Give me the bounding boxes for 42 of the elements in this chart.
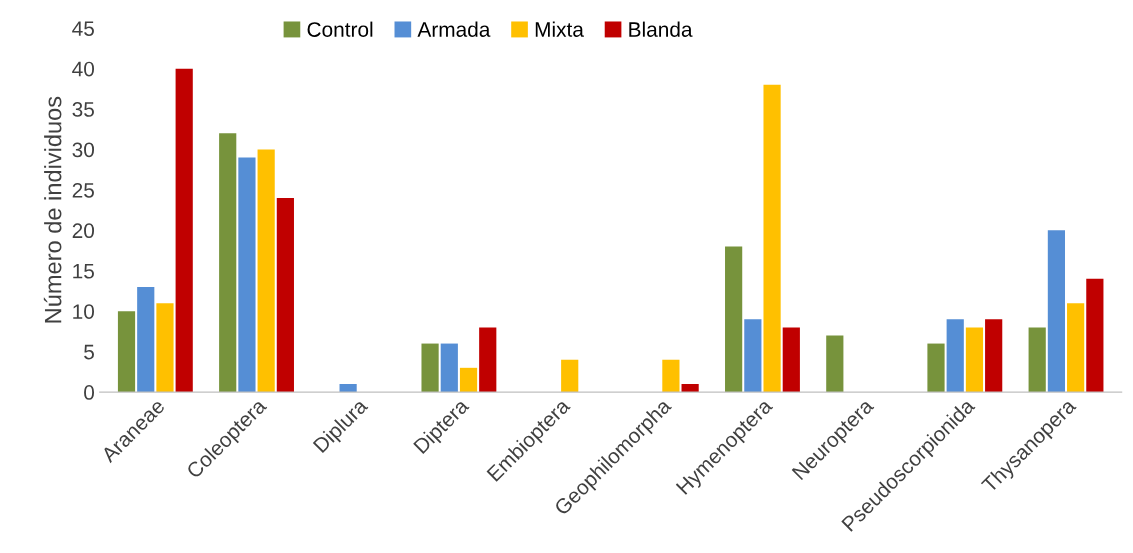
y-tick-label: 30: [72, 142, 95, 158]
y-tick-label: 10: [73, 304, 95, 319]
bar: [1067, 303, 1085, 393]
legend-label: Control: [307, 21, 373, 37]
bar: [238, 157, 256, 393]
y-axis-title: Número de individuos: [43, 96, 62, 323]
y-tick-label: 35: [72, 102, 94, 117]
bar: [1028, 327, 1046, 393]
y-tick-label: 45: [72, 21, 94, 36]
y-tick-label: 15: [73, 264, 94, 279]
bar: [725, 246, 743, 393]
bar: [985, 319, 1003, 393]
bar: [927, 343, 945, 393]
y-tick-label: 0: [84, 385, 95, 400]
y-tick-label: 25: [72, 182, 94, 198]
bar: [1086, 278, 1104, 393]
bar: [782, 327, 800, 393]
y-tick-label: 20: [72, 223, 95, 239]
bar: [257, 149, 275, 393]
y-tick-label: 40: [72, 61, 95, 77]
bar: [744, 319, 762, 393]
bar: [276, 198, 294, 393]
bar: [421, 343, 439, 393]
bar: [219, 133, 237, 393]
bar: [826, 335, 844, 393]
bar: [946, 319, 964, 393]
bar: [117, 311, 136, 393]
bar: [965, 327, 984, 393]
legend-label: Mixta: [535, 21, 584, 37]
bar: [156, 303, 174, 393]
bar: [137, 286, 155, 393]
y-tick-label: 5: [84, 344, 94, 360]
bar: [459, 367, 478, 393]
legend-label: Armada: [417, 21, 491, 37]
bar: [479, 327, 497, 393]
bar: [175, 68, 193, 393]
bar: [561, 359, 579, 393]
bar: [763, 84, 781, 393]
legend-label: Blanda: [629, 21, 693, 37]
bar: [440, 343, 458, 393]
bar: [1047, 230, 1066, 393]
bar: [662, 359, 680, 393]
